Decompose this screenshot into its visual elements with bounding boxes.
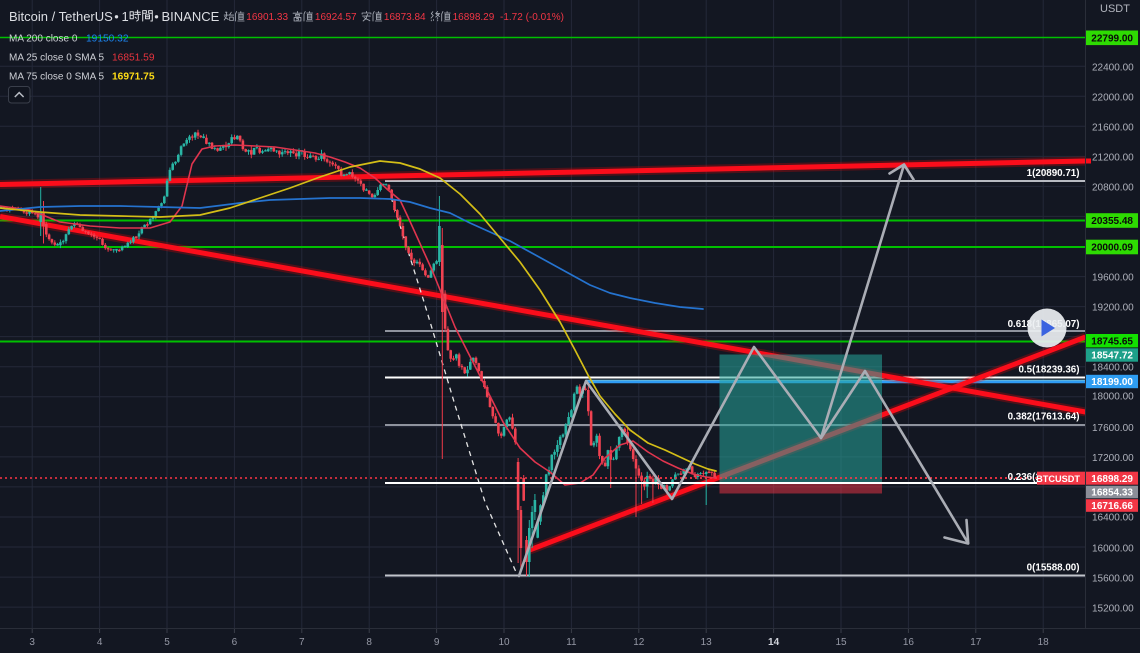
svg-text:15: 15	[835, 637, 847, 648]
svg-text:21600.00: 21600.00	[1092, 123, 1134, 134]
svg-text:22799.00: 22799.00	[1091, 33, 1133, 44]
svg-text:15600.00: 15600.00	[1092, 574, 1134, 585]
svg-text:1(20890.71): 1(20890.71)	[1027, 168, 1080, 179]
svg-text:17200.00: 17200.00	[1092, 453, 1134, 464]
svg-text:17: 17	[970, 637, 982, 648]
svg-text:9: 9	[434, 637, 440, 648]
svg-text:20000.09: 20000.09	[1091, 243, 1133, 254]
svg-text:USDT: USDT	[1100, 3, 1130, 15]
svg-text:16: 16	[903, 637, 915, 648]
svg-text:4: 4	[97, 637, 103, 648]
svg-text:MA 25 close 0 SMA 5: MA 25 close 0 SMA 5	[9, 53, 104, 64]
svg-text:16854.33: 16854.33	[1091, 488, 1133, 499]
svg-text:16924.57: 16924.57	[315, 12, 357, 23]
svg-text:16971.75: 16971.75	[112, 72, 155, 83]
svg-text:21200.00: 21200.00	[1092, 153, 1134, 164]
svg-text:12: 12	[633, 637, 645, 648]
svg-text:22000.00: 22000.00	[1092, 93, 1134, 104]
svg-text:18745.65: 18745.65	[1091, 336, 1133, 347]
svg-text:20355.48: 20355.48	[1091, 216, 1133, 227]
svg-text:16851.59: 16851.59	[112, 53, 155, 64]
svg-text:16898.29: 16898.29	[453, 12, 495, 23]
svg-text:10: 10	[498, 637, 510, 648]
svg-text:16400.00: 16400.00	[1092, 513, 1134, 524]
svg-text:-1.72 (-0.01%): -1.72 (-0.01%)	[500, 12, 564, 23]
svg-text:17600.00: 17600.00	[1092, 423, 1134, 434]
svg-text:16873.84: 16873.84	[384, 12, 426, 23]
svg-text:0(15588.00): 0(15588.00)	[1027, 563, 1080, 574]
svg-text:6: 6	[232, 637, 238, 648]
svg-text:22400.00: 22400.00	[1092, 63, 1134, 74]
svg-text:1: 1	[122, 9, 129, 24]
svg-text:19600.00: 19600.00	[1092, 273, 1134, 284]
svg-text:BINANCE: BINANCE	[162, 9, 220, 24]
svg-text:15200.00: 15200.00	[1092, 604, 1134, 615]
svg-text:11: 11	[566, 637, 577, 648]
svg-text:18199.00: 18199.00	[1091, 377, 1133, 388]
svg-text:19200.00: 19200.00	[1092, 303, 1134, 314]
svg-text:16901.33: 16901.33	[246, 12, 288, 23]
svg-text:Bitcoin / TetherUS: Bitcoin / TetherUS	[9, 9, 113, 24]
svg-text:0.5(18239.36): 0.5(18239.36)	[1018, 365, 1079, 376]
svg-text:16898.29: 16898.29	[1091, 474, 1133, 485]
svg-text:14: 14	[768, 637, 780, 648]
svg-text:7: 7	[299, 637, 305, 648]
svg-text:13: 13	[701, 637, 713, 648]
svg-text:16716.66: 16716.66	[1091, 501, 1133, 512]
svg-text:18000.00: 18000.00	[1092, 392, 1134, 403]
svg-text:18: 18	[1038, 637, 1050, 648]
svg-text:16000.00: 16000.00	[1092, 544, 1134, 555]
svg-text:18547.72: 18547.72	[1091, 351, 1133, 362]
svg-text:19150.32: 19150.32	[86, 33, 129, 44]
svg-text:8: 8	[366, 637, 372, 648]
svg-text:MA 75 close 0 SMA 5: MA 75 close 0 SMA 5	[9, 72, 104, 83]
svg-text:3: 3	[29, 637, 35, 648]
svg-text:18400.00: 18400.00	[1092, 362, 1134, 373]
svg-text:0.382(17613.64): 0.382(17613.64)	[1008, 412, 1080, 423]
svg-text:5: 5	[164, 637, 170, 648]
svg-text:BTCUSDT: BTCUSDT	[1036, 474, 1080, 484]
svg-text:MA 200 close 0: MA 200 close 0	[9, 33, 78, 44]
svg-text:20800.00: 20800.00	[1092, 183, 1134, 194]
